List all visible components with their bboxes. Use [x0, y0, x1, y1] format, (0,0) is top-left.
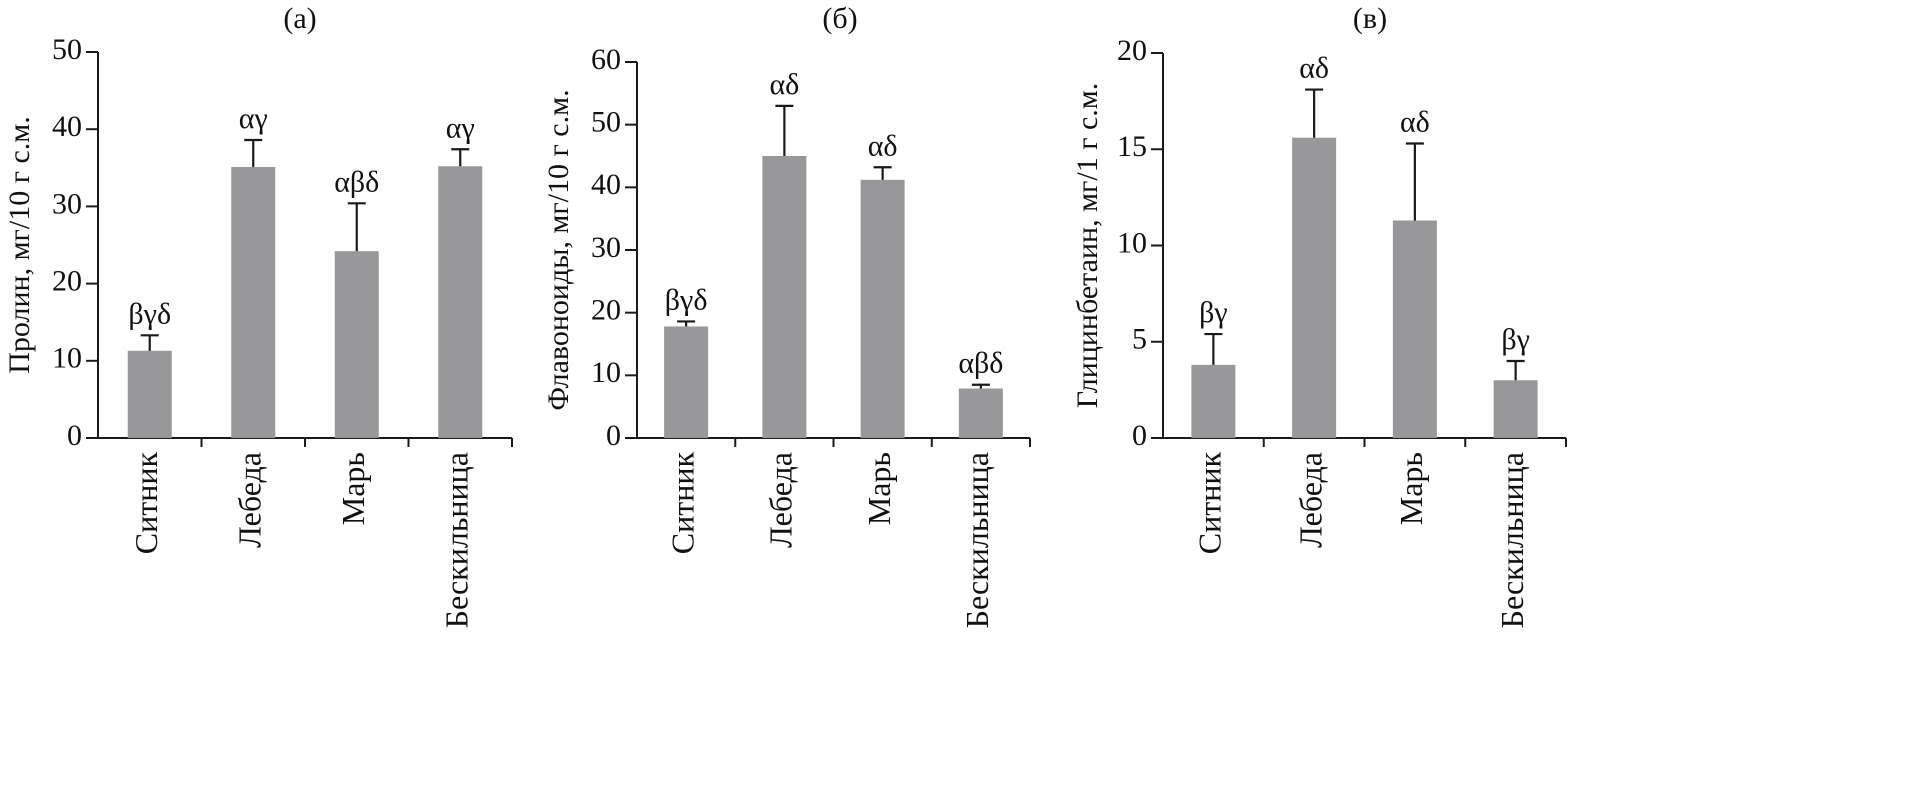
- panel-0-category-label-2: Лебеда: [232, 452, 268, 548]
- panel-1-y-tick-label: 50: [591, 106, 621, 139]
- panel-1-y-tick-label: 30: [591, 231, 621, 264]
- panel-0-significance-label-4: αγ: [446, 111, 475, 144]
- panel-1-category-label-2: Лебеда: [763, 452, 799, 548]
- panel-1-y-tick-label: 40: [591, 168, 621, 201]
- panel-0-y-tick-label: 20: [52, 264, 82, 297]
- panel-2-category-label-1: Ситник: [1192, 452, 1228, 555]
- panel-0-category-label-4: Бескильница: [439, 452, 475, 628]
- panel-2-y-tick-label: 5: [1132, 323, 1147, 356]
- panel-0-y-tick-label: 10: [52, 342, 82, 375]
- panel-2-bar-1: [1191, 364, 1236, 438]
- panel-2-bar-4: [1493, 380, 1538, 438]
- panel-0-y-tick-label: 30: [52, 187, 82, 220]
- panel-1-significance-label-2: αδ: [769, 68, 799, 101]
- panel-1-category-label-4: Бескильница: [959, 452, 995, 628]
- panel-0-title: (а): [283, 2, 316, 35]
- panel-2-significance-label-2: αδ: [1299, 52, 1329, 85]
- panel-0-y-tick-label: 40: [52, 110, 82, 143]
- panel-0-y-tick-label: 0: [67, 419, 82, 452]
- panel-1-category-label-1: Ситник: [664, 452, 700, 555]
- panel-2-category-label-2: Лебеда: [1292, 452, 1328, 548]
- panel-0-y-axis-label: Пролин, мг/10 г с.м.: [3, 116, 36, 374]
- panel-1-y-axis-label: Флавоноиды, мг/10 г с.м.: [542, 89, 575, 410]
- panel-0-significance-label-1: βγδ: [128, 297, 171, 330]
- panel-1-significance-label-3: αδ: [868, 129, 898, 162]
- panel-0-category-label-1: Ситник: [128, 452, 164, 555]
- panel-a: (а) Пролин, мг/10 г с.м. 0 10 20 30 40 50 βγδ Сит…: [3, 2, 513, 628]
- panel-2-significance-label-3: αδ: [1400, 105, 1430, 138]
- panel-1-bar-4: [958, 388, 1003, 438]
- panel-0-bar-4: [438, 166, 483, 439]
- panel-2-title: (в): [1353, 2, 1387, 35]
- panel-2-y-axis-label: Глицинбетаин, мг/1 г с.м.: [1071, 83, 1104, 409]
- panel-0-category-label-3: Марь: [335, 452, 371, 525]
- panel-1-bar-1: [664, 326, 709, 438]
- panel-2-significance-label-4: βγ: [1501, 323, 1530, 356]
- panel-0-significance-label-3: αβδ: [334, 165, 379, 198]
- panel-2-category-label-3: Марь: [1393, 452, 1429, 525]
- panel-1-significance-label-4: αβδ: [958, 347, 1003, 380]
- panel-1-title: (б): [822, 2, 857, 35]
- panel-1-category-label-3: Марь: [861, 452, 897, 525]
- panel-2-bar-3: [1392, 220, 1437, 438]
- panel-0-significance-label-2: αγ: [239, 102, 268, 135]
- panel-2-bar-2: [1292, 137, 1337, 438]
- panel-c: (в) Глицинбетаин, мг/1 г с.м. 0 5 10 15 20 βγ Си…: [1071, 2, 1567, 628]
- panel-2-y-tick-label: 15: [1117, 130, 1147, 163]
- panel-1-y-tick-label: 60: [591, 43, 621, 76]
- panel-2-significance-label-1: βγ: [1199, 296, 1228, 329]
- panel-b: (б) Флавоноиды, мг/10 г с.м. 0 10 20 30 40 50 60…: [542, 2, 1031, 628]
- panel-0-bar-1: [127, 350, 172, 438]
- panel-1-bar-2: [762, 156, 807, 438]
- panel-2-y-tick-label: 10: [1117, 226, 1147, 259]
- panel-0-bar-2: [231, 167, 276, 438]
- panel-2-y-tick-label: 20: [1117, 34, 1147, 67]
- panel-0-bar-3: [334, 251, 379, 438]
- panel-0-y-tick-label: 50: [52, 33, 82, 66]
- panel-2-category-label-4: Бескильница: [1494, 452, 1530, 628]
- panel-1-bar-3: [860, 179, 905, 438]
- panel-1-significance-label-1: βγδ: [665, 283, 708, 316]
- panel-1-y-tick-label: 0: [606, 419, 621, 452]
- panel-2-y-tick-label: 0: [1132, 419, 1147, 452]
- panel-1-y-tick-label: 20: [591, 294, 621, 327]
- panel-1-y-tick-label: 10: [591, 356, 621, 389]
